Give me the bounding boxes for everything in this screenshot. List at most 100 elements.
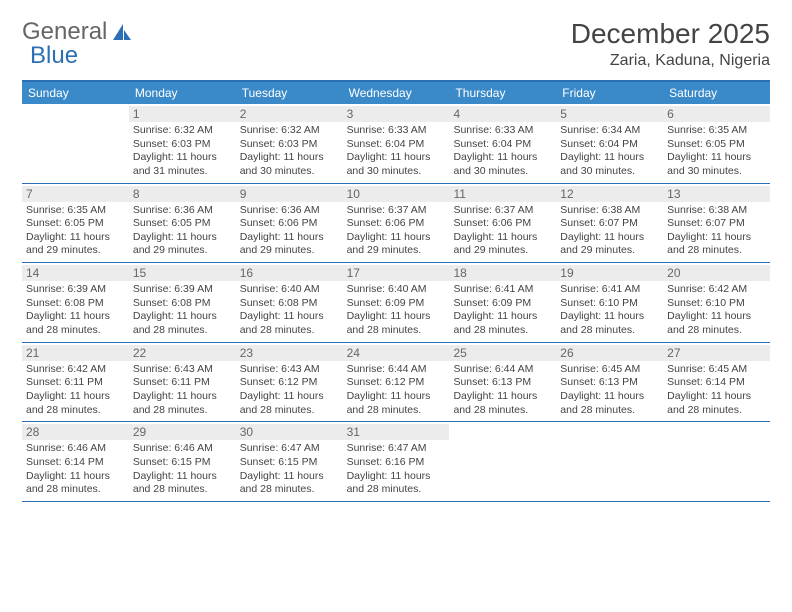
- day-detail: Sunrise: 6:46 AMSunset: 6:15 PMDaylight:…: [133, 442, 232, 497]
- day-number: 22: [129, 345, 236, 361]
- sunset-text: Sunset: 6:11 PM: [26, 376, 125, 390]
- sunset-text: Sunset: 6:13 PM: [453, 376, 552, 390]
- daylight-text: Daylight: 11 hours and 29 minutes.: [133, 231, 232, 258]
- sunrise-text: Sunrise: 6:43 AM: [240, 363, 339, 377]
- calendar-body: 1Sunrise: 6:32 AMSunset: 6:03 PMDaylight…: [22, 104, 770, 502]
- day-number: 12: [556, 186, 663, 202]
- day-number: 26: [556, 345, 663, 361]
- sunrise-text: Sunrise: 6:47 AM: [240, 442, 339, 456]
- sunset-text: Sunset: 6:07 PM: [560, 217, 659, 231]
- sunrise-text: Sunrise: 6:43 AM: [133, 363, 232, 377]
- calendar-day: 16 Sunrise: 6:40 AMSunset: 6:08 PMDayligh…: [236, 263, 343, 342]
- daylight-text: Daylight: 11 hours and 29 minutes.: [560, 231, 659, 258]
- sunset-text: Sunset: 6:15 PM: [240, 456, 339, 470]
- calendar-day: 6Sunrise: 6:35 AMSunset: 6:05 PMDaylight…: [663, 104, 770, 183]
- calendar-day: 3 Sunrise: 6:33 AMSunset: 6:04 PMDaylight…: [343, 104, 450, 183]
- day-number: 29: [129, 424, 236, 440]
- sunrise-text: Sunrise: 6:35 AM: [667, 124, 766, 138]
- day-number: 8: [129, 186, 236, 202]
- daylight-text: Daylight: 11 hours and 28 minutes.: [667, 231, 766, 258]
- sunrise-text: Sunrise: 6:37 AM: [347, 204, 446, 218]
- calendar-day: 28 Sunrise: 6:46 AMSunset: 6:14 PMDayligh…: [22, 422, 129, 501]
- day-detail: Sunrise: 6:39 AMSunset: 6:08 PMDaylight:…: [26, 283, 125, 338]
- sunset-text: Sunset: 6:11 PM: [133, 376, 232, 390]
- day-detail: Sunrise: 6:44 AMSunset: 6:13 PMDaylight:…: [453, 363, 552, 418]
- sunset-text: Sunset: 6:06 PM: [347, 217, 446, 231]
- day-detail: Sunrise: 6:45 AMSunset: 6:13 PMDaylight:…: [560, 363, 659, 418]
- day-detail: Sunrise: 6:37 AMSunset: 6:06 PMDaylight:…: [453, 204, 552, 259]
- day-number: 15: [129, 265, 236, 281]
- daylight-text: Daylight: 11 hours and 30 minutes.: [453, 151, 552, 178]
- title-block: December 2025 Zaria, Kaduna, Nigeria: [571, 18, 770, 70]
- calendar-day: 13Sunrise: 6:38 AMSunset: 6:07 PMDayligh…: [663, 184, 770, 263]
- day-header: Saturday: [663, 82, 770, 104]
- day-number: 19: [556, 265, 663, 281]
- calendar-day: 31Sunrise: 6:47 AMSunset: 6:16 PMDayligh…: [343, 422, 450, 501]
- day-number: 3: [343, 106, 450, 122]
- sunrise-text: Sunrise: 6:35 AM: [26, 204, 125, 218]
- sunrise-text: Sunrise: 6:32 AM: [133, 124, 232, 138]
- day-detail: Sunrise: 6:46 AMSunset: 6:14 PMDaylight:…: [26, 442, 125, 497]
- calendar-day: 21Sunrise: 6:42 AMSunset: 6:11 PMDayligh…: [22, 343, 129, 422]
- calendar-day: 11 Sunrise: 6:37 AMSunset: 6:06 PMDayligh…: [449, 184, 556, 263]
- calendar-week: 21Sunrise: 6:42 AMSunset: 6:11 PMDayligh…: [22, 343, 770, 423]
- daylight-text: Daylight: 11 hours and 30 minutes.: [347, 151, 446, 178]
- sunset-text: Sunset: 6:03 PM: [240, 138, 339, 152]
- daylight-text: Daylight: 11 hours and 29 minutes.: [26, 231, 125, 258]
- day-detail: Sunrise: 6:44 AMSunset: 6:12 PMDaylight:…: [347, 363, 446, 418]
- sunrise-text: Sunrise: 6:38 AM: [560, 204, 659, 218]
- day-detail: Sunrise: 6:33 AMSunset: 6:04 PMDaylight:…: [347, 124, 446, 179]
- day-number: 27: [663, 345, 770, 361]
- day-detail: Sunrise: 6:32 AMSunset: 6:03 PMDaylight:…: [133, 124, 232, 179]
- day-number: 16: [236, 265, 343, 281]
- sunset-text: Sunset: 6:06 PM: [453, 217, 552, 231]
- daylight-text: Daylight: 11 hours and 30 minutes.: [667, 151, 766, 178]
- calendar-day: 12 Sunrise: 6:38 AMSunset: 6:07 PMDayligh…: [556, 184, 663, 263]
- sunset-text: Sunset: 6:04 PM: [560, 138, 659, 152]
- day-detail: Sunrise: 6:40 AMSunset: 6:08 PMDaylight:…: [240, 283, 339, 338]
- calendar-day: [449, 422, 556, 501]
- daylight-text: Daylight: 11 hours and 31 minutes.: [133, 151, 232, 178]
- day-detail: Sunrise: 6:32 AMSunset: 6:03 PMDaylight:…: [240, 124, 339, 179]
- day-detail: Sunrise: 6:38 AMSunset: 6:07 PMDaylight:…: [667, 204, 766, 259]
- sunrise-text: Sunrise: 6:45 AM: [667, 363, 766, 377]
- calendar-week: 14Sunrise: 6:39 AMSunset: 6:08 PMDayligh…: [22, 263, 770, 343]
- day-detail: Sunrise: 6:38 AMSunset: 6:07 PMDaylight:…: [560, 204, 659, 259]
- day-detail: Sunrise: 6:40 AMSunset: 6:09 PMDaylight:…: [347, 283, 446, 338]
- day-detail: Sunrise: 6:43 AMSunset: 6:11 PMDaylight:…: [133, 363, 232, 418]
- day-detail: Sunrise: 6:37 AMSunset: 6:06 PMDaylight:…: [347, 204, 446, 259]
- sunrise-text: Sunrise: 6:41 AM: [560, 283, 659, 297]
- calendar-day: 4Sunrise: 6:33 AMSunset: 6:04 PMDaylight…: [449, 104, 556, 183]
- sunset-text: Sunset: 6:05 PM: [26, 217, 125, 231]
- day-header: Monday: [129, 82, 236, 104]
- sunrise-text: Sunrise: 6:39 AM: [133, 283, 232, 297]
- day-header: Thursday: [449, 82, 556, 104]
- daylight-text: Daylight: 11 hours and 28 minutes.: [240, 470, 339, 497]
- calendar-week: 28 Sunrise: 6:46 AMSunset: 6:14 PMDayligh…: [22, 422, 770, 502]
- calendar-day: 29 Sunrise: 6:46 AMSunset: 6:15 PMDayligh…: [129, 422, 236, 501]
- calendar-day: 30Sunrise: 6:47 AMSunset: 6:15 PMDayligh…: [236, 422, 343, 501]
- location: Zaria, Kaduna, Nigeria: [571, 52, 770, 70]
- sunrise-text: Sunrise: 6:34 AM: [560, 124, 659, 138]
- calendar-day: 1Sunrise: 6:32 AMSunset: 6:03 PMDaylight…: [129, 104, 236, 183]
- calendar-day: [556, 422, 663, 501]
- sunset-text: Sunset: 6:07 PM: [667, 217, 766, 231]
- day-number: 25: [449, 345, 556, 361]
- daylight-text: Daylight: 11 hours and 28 minutes.: [347, 470, 446, 497]
- day-number: 9: [236, 186, 343, 202]
- calendar-day: 25 Sunrise: 6:44 AMSunset: 6:13 PMDayligh…: [449, 343, 556, 422]
- sunset-text: Sunset: 6:04 PM: [453, 138, 552, 152]
- daylight-text: Daylight: 11 hours and 30 minutes.: [560, 151, 659, 178]
- month-title: December 2025: [571, 18, 770, 50]
- daylight-text: Daylight: 11 hours and 29 minutes.: [240, 231, 339, 258]
- sunrise-text: Sunrise: 6:37 AM: [453, 204, 552, 218]
- sunrise-text: Sunrise: 6:40 AM: [347, 283, 446, 297]
- calendar-day: 15Sunrise: 6:39 AMSunset: 6:08 PMDayligh…: [129, 263, 236, 342]
- day-number: 11: [449, 186, 556, 202]
- sunset-text: Sunset: 6:13 PM: [560, 376, 659, 390]
- day-number: 4: [449, 106, 556, 122]
- sunrise-text: Sunrise: 6:46 AM: [26, 442, 125, 456]
- calendar: SundayMondayTuesdayWednesdayThursdayFrid…: [22, 80, 770, 502]
- logo-text-2: Blue: [30, 42, 78, 70]
- day-number: 28: [22, 424, 129, 440]
